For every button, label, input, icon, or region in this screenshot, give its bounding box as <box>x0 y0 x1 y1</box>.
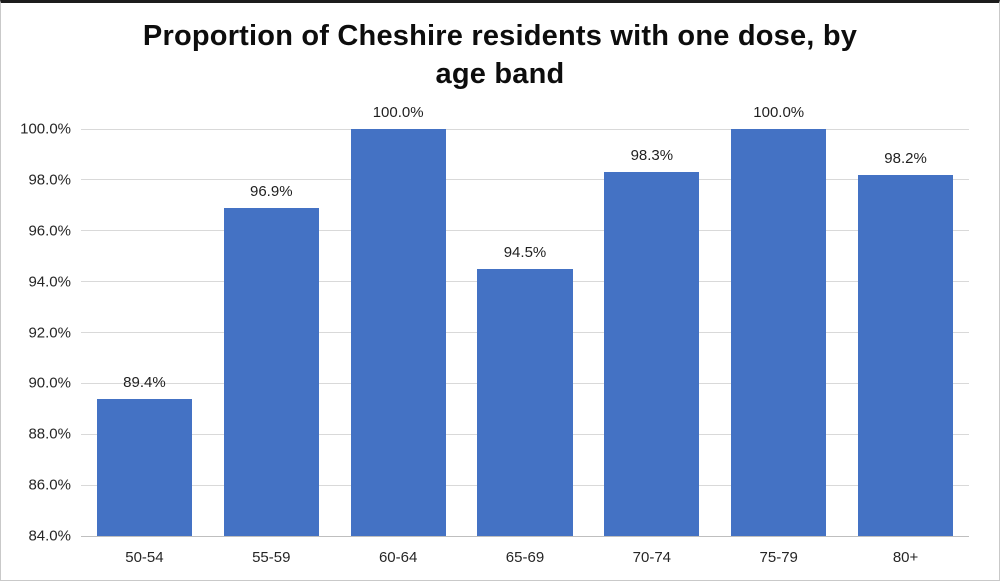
y-axis-tick-label: 92.0% <box>28 324 71 341</box>
x-axis-line <box>81 535 969 537</box>
gridline <box>81 230 969 232</box>
bar-value-label: 100.0% <box>753 104 805 121</box>
y-axis-tick-label: 86.0% <box>28 476 71 494</box>
y-axis-tick-label: 90.0% <box>28 374 71 392</box>
bar-value-label: 100.0% <box>372 104 424 121</box>
y-axis-tick-label: 100.0% <box>20 120 71 138</box>
bar-value-label: 98.2% <box>884 149 927 167</box>
bar-slot: 98.3% <box>588 129 715 536</box>
y-axis: 100.0% 98.0% 96.0% 94.0% 92.0% 90.0% 88.0% 86.0… <box>1 121 71 545</box>
y-axis-tick-label: 98.0% <box>28 171 71 189</box>
bar-slot: 98.2% <box>842 129 969 536</box>
chart-title: Proportion of Cheshire residents with on… <box>1 17 999 93</box>
bar-50-54 <box>96 398 192 536</box>
y-axis-tick-label: 96.0% <box>28 222 71 240</box>
bar-70-74 <box>604 172 700 536</box>
x-axis-tick-label: 65-69 <box>505 549 545 566</box>
x-axis: 50-54 55-59 60-64 65-69 70-74 75-79 80+ <box>81 536 969 580</box>
bar-slot: 96.9% <box>208 129 335 536</box>
bar-slot: 89.4% <box>81 129 208 536</box>
y-axis-tick-label: 84.0% <box>28 527 71 545</box>
x-axis-tick-label: 50-54 <box>125 549 164 566</box>
x-axis-tick-label: 70-74 <box>632 549 672 566</box>
x-axis-tick-label: 60-64 <box>378 549 418 566</box>
bar-75-79 <box>731 129 827 536</box>
chart-title-line-1: Proportion of Cheshire residents with on… <box>142 20 858 52</box>
bar-value-label: 98.3% <box>630 147 674 165</box>
bar-65-69 <box>477 268 573 536</box>
y-axis-tick-label: 94.0% <box>28 273 71 291</box>
gridline <box>81 179 969 181</box>
bar-slot: 100.0% <box>715 104 842 536</box>
bar-value-label: 94.5% <box>503 243 547 261</box>
gridline <box>81 128 969 130</box>
chart-title-line-2: age band <box>435 58 565 90</box>
y-axis-tick-label: 88.0% <box>28 425 71 443</box>
bar-slot: 100.0% <box>335 104 462 536</box>
bar-slot: 94.5% <box>462 129 589 536</box>
bar-60-64 <box>350 129 446 536</box>
bar-value-label: 89.4% <box>123 373 166 391</box>
x-axis-tick-label: 80+ <box>892 549 919 566</box>
bar-80+ <box>857 174 954 536</box>
bar-value-label: 96.9% <box>250 182 293 200</box>
bar-55-59 <box>223 207 319 536</box>
x-axis-tick-label: 55-59 <box>252 549 291 566</box>
plot-area: 89.4% 96.9% 100.0% 94.5% 98.3% 100.0% 98.2% <box>81 104 969 537</box>
x-axis-tick-label: 75-79 <box>759 549 798 566</box>
